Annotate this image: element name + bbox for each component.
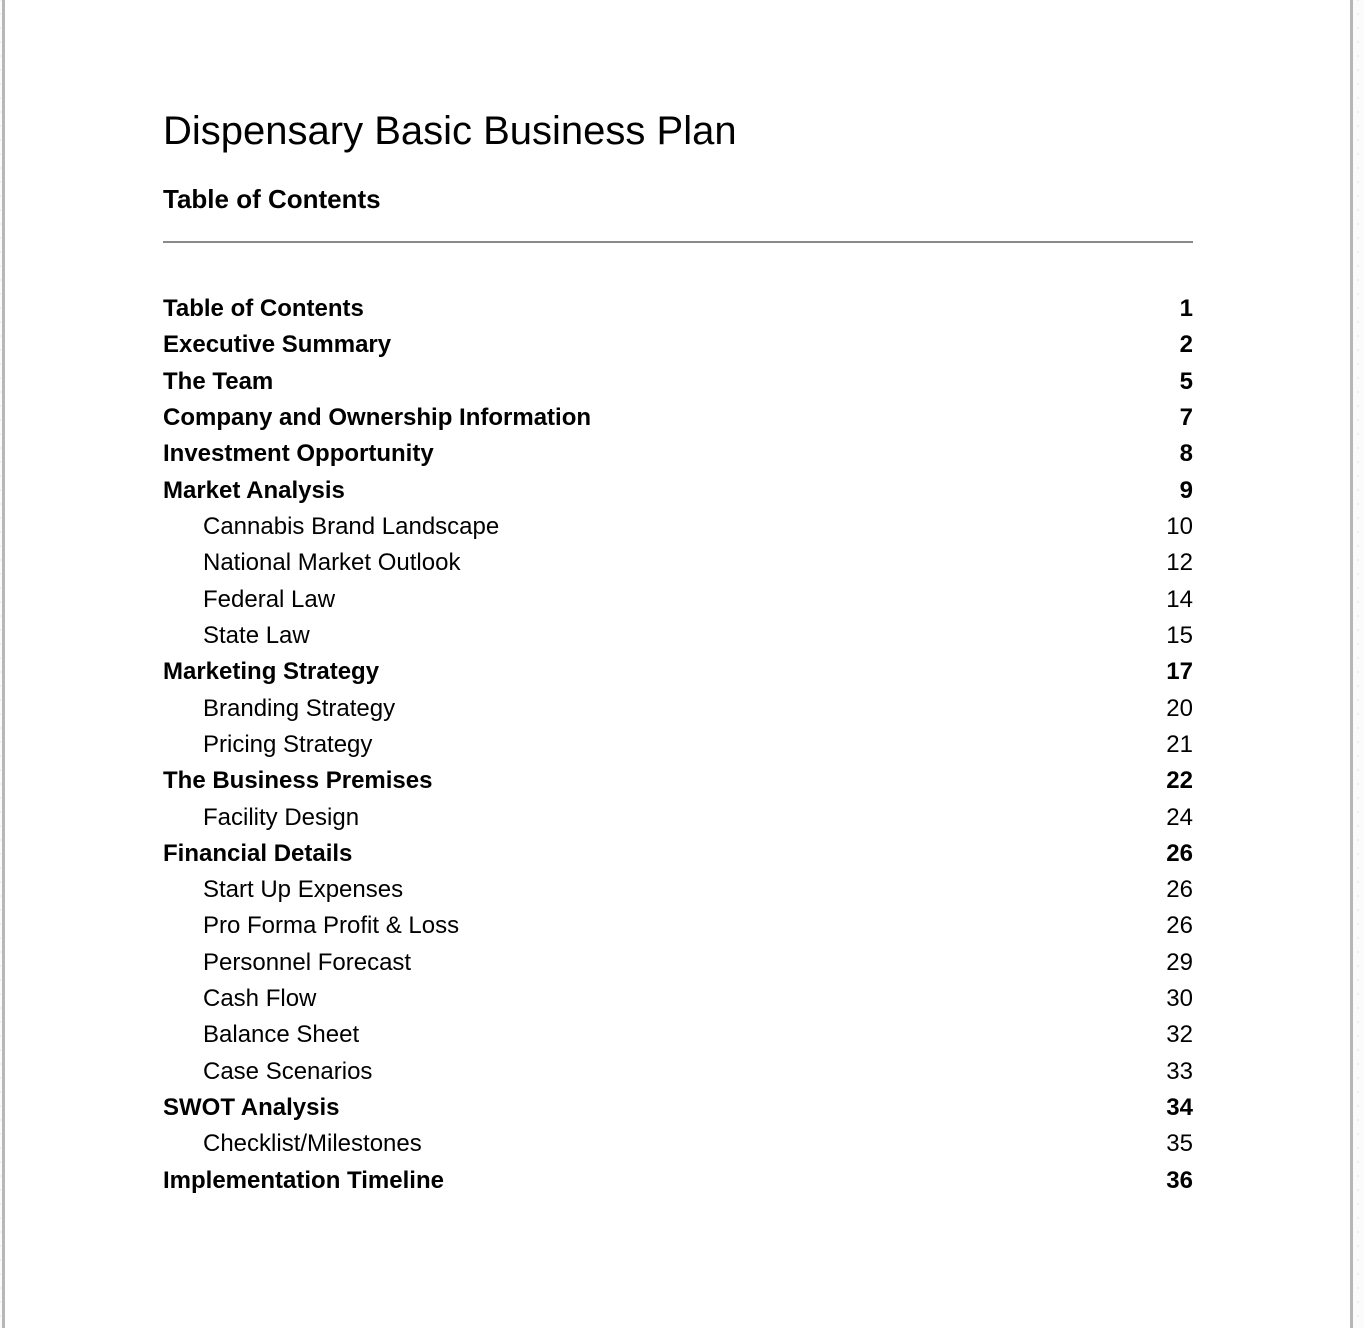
toc-entry-label: Balance Sheet <box>203 1021 360 1049</box>
toc-row[interactable]: Case Scenarios 33 <box>163 1054 1193 1090</box>
toc-entry-label: Facility Design <box>203 803 360 831</box>
toc-entry-label: State Law <box>203 621 310 649</box>
toc-entry-label: Executive Summary <box>163 331 392 359</box>
toc-entry-page: 26 <box>1166 839 1193 867</box>
toc-entry-page: 1 <box>1179 295 1193 323</box>
toc-list: Table of Contents 1 Executive Summary 2 … <box>163 291 1193 1199</box>
toc-entry-page: 32 <box>1166 1021 1193 1049</box>
toc-row[interactable]: Personnel Forecast 29 <box>163 945 1193 981</box>
toc-entry-label: Table of Contents <box>163 295 364 323</box>
toc-entry-page: 8 <box>1179 440 1193 468</box>
toc-row[interactable]: Implementation Timeline 36 <box>163 1163 1193 1199</box>
toc-entry-page: 22 <box>1166 767 1193 795</box>
toc-row[interactable]: The Business Premises 22 <box>163 763 1193 799</box>
toc-row[interactable]: Balance Sheet 32 <box>163 1017 1193 1053</box>
page-content: Dispensary Basic Business Plan Table of … <box>5 0 1350 1199</box>
toc-row[interactable]: Branding Strategy 20 <box>163 690 1193 726</box>
toc-entry-page: 33 <box>1166 1057 1193 1085</box>
toc-row[interactable]: State Law 15 <box>163 618 1193 654</box>
toc-entry-page: 17 <box>1166 658 1193 686</box>
toc-row[interactable]: Executive Summary 2 <box>163 327 1193 363</box>
toc-entry-label: Cash Flow <box>203 985 317 1013</box>
toc-entry-page: 29 <box>1166 948 1193 976</box>
toc-row[interactable]: Investment Opportunity 8 <box>163 436 1193 472</box>
toc-row[interactable]: Marketing Strategy 17 <box>163 654 1193 690</box>
toc-entry-page: 36 <box>1166 1166 1193 1194</box>
toc-entry-page: 21 <box>1166 730 1193 758</box>
toc-entry-page: 14 <box>1166 585 1193 613</box>
toc-row[interactable]: The Team 5 <box>163 364 1193 400</box>
toc-row[interactable]: Market Analysis 9 <box>163 473 1193 509</box>
toc-row[interactable]: Pro Forma Profit & Loss 26 <box>163 908 1193 944</box>
toc-entry-page: 7 <box>1179 404 1193 432</box>
toc-entry-label: Pricing Strategy <box>203 730 373 758</box>
toc-row[interactable]: Table of Contents 1 <box>163 291 1193 327</box>
toc-entry-label: Branding Strategy <box>203 694 396 722</box>
toc-entry-page: 5 <box>1179 367 1193 395</box>
toc-row[interactable]: Start Up Expenses 26 <box>163 872 1193 908</box>
document-title: Dispensary Basic Business Plan <box>163 109 737 153</box>
toc-entry-page: 20 <box>1166 694 1193 722</box>
toc-heading: Table of Contents <box>163 184 381 214</box>
toc-entry-label: SWOT Analysis <box>163 1094 340 1122</box>
toc-entry-label: Personnel Forecast <box>203 948 412 976</box>
toc-entry-label: The Team <box>163 367 274 395</box>
toc-row[interactable]: Financial Details 26 <box>163 836 1193 872</box>
toc-row[interactable]: Pricing Strategy 21 <box>163 727 1193 763</box>
toc-entry-label: Start Up Expenses <box>203 876 404 904</box>
toc-entry-page: 10 <box>1166 513 1193 541</box>
toc-row[interactable]: National Market Outlook 12 <box>163 545 1193 581</box>
toc-row[interactable]: SWOT Analysis 34 <box>163 1090 1193 1126</box>
toc-entry-label: Cannabis Brand Landscape <box>203 513 500 541</box>
toc-entry-label: The Business Premises <box>163 767 433 795</box>
toc-row[interactable]: Cash Flow 30 <box>163 981 1193 1017</box>
toc-row[interactable]: Checklist/Milestones 35 <box>163 1126 1193 1162</box>
toc-entry-label: Pro Forma Profit & Loss <box>203 912 460 940</box>
toc-entry-label: Marketing Strategy <box>163 658 380 686</box>
toc-entry-label: Company and Ownership Information <box>163 404 592 432</box>
toc-row[interactable]: Federal Law 14 <box>163 582 1193 618</box>
toc-row[interactable]: Cannabis Brand Landscape 10 <box>163 509 1193 545</box>
toc-entry-page: 30 <box>1166 985 1193 1013</box>
toc-entry-label: National Market Outlook <box>203 549 461 577</box>
toc-entry-page: 15 <box>1166 621 1193 649</box>
toc-entry-label: Financial Details <box>163 839 353 867</box>
toc-entry-label: Market Analysis <box>163 476 345 504</box>
toc-entry-page: 35 <box>1166 1130 1193 1158</box>
toc-entry-label: Implementation Timeline <box>163 1166 444 1194</box>
toc-entry-page: 26 <box>1166 876 1193 904</box>
toc-entry-page: 9 <box>1179 476 1193 504</box>
toc-entry-page: 26 <box>1166 912 1193 940</box>
toc-entry-page: 34 <box>1166 1094 1193 1122</box>
toc-entry-page: 24 <box>1166 803 1193 831</box>
toc-row[interactable]: Company and Ownership Information 7 <box>163 400 1193 436</box>
horizontal-rule <box>163 241 1193 243</box>
toc-entry-label: Checklist/Milestones <box>203 1130 422 1158</box>
toc-entry-label: Federal Law <box>203 585 336 613</box>
toc-entry-page: 12 <box>1166 549 1193 577</box>
toc-entry-page: 2 <box>1179 331 1193 359</box>
toc-row[interactable]: Facility Design 24 <box>163 799 1193 835</box>
toc-entry-label: Case Scenarios <box>203 1057 373 1085</box>
toc-entry-label: Investment Opportunity <box>163 440 434 468</box>
